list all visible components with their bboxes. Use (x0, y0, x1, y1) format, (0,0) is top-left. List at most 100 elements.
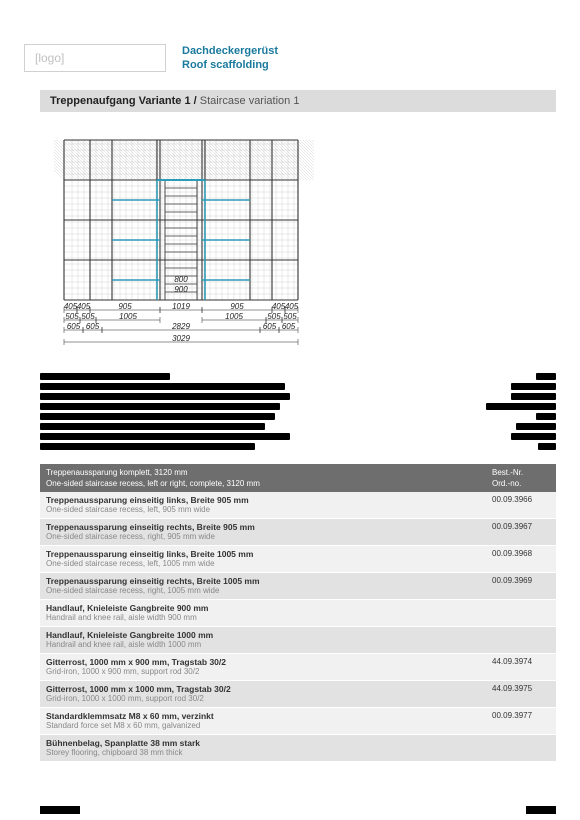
redacted-bar (40, 443, 255, 450)
cell-desc: Bühnenbelag, Spanplatte 38 mm starkStore… (40, 735, 486, 762)
svg-text:605: 605 (263, 322, 277, 331)
cell-ord: 00.09.3967 (486, 519, 556, 546)
svg-text:800: 800 (174, 275, 188, 284)
svg-text:405: 405 (272, 302, 286, 311)
redacted-bar (40, 403, 280, 410)
redacted-row (40, 423, 556, 430)
cell-ord (486, 627, 556, 654)
desc-en: Storey flooring, chipboard 38 mm thick (46, 748, 480, 758)
redacted-row (40, 403, 556, 410)
svg-text:605: 605 (86, 322, 100, 331)
table-row: Gitterrost, 1000 mm x 900 mm, Tragstab 3… (40, 654, 556, 681)
table-header-ord: Best.-Nr. Ord.-no. (486, 464, 556, 492)
svg-text:905: 905 (230, 302, 244, 311)
table-row: Gitterrost, 1000 mm x 1000 mm, Tragstab … (40, 681, 556, 708)
redacted-bar (40, 413, 275, 420)
th-ord-en: Ord.-no. (492, 479, 521, 488)
desc-de: Standardklemmsatz M8 x 60 mm, verzinkt (46, 711, 480, 721)
table-row: Treppenaussparung einseitig rechts, Brei… (40, 519, 556, 546)
brand-logo-box: [logo] (24, 44, 166, 72)
cell-desc: Treppenaussparung einseitig links, Breit… (40, 492, 486, 519)
redacted-bar (486, 403, 556, 410)
redacted-bar (40, 393, 290, 400)
desc-de: Gitterrost, 1000 mm x 1000 mm, Tragstab … (46, 684, 480, 694)
desc-en: One-sided staircase recess, right, 905 m… (46, 532, 480, 542)
desc-de: Treppenaussparung einseitig rechts, Brei… (46, 522, 480, 532)
cell-ord: 00.09.3977 (486, 708, 556, 735)
svg-text:505: 505 (283, 312, 297, 321)
cell-ord: 00.09.3968 (486, 546, 556, 573)
svg-text:505: 505 (81, 312, 95, 321)
cell-desc: Treppenaussparung einseitig links, Breit… (40, 546, 486, 573)
redacted-row (40, 443, 556, 450)
svg-text:1019: 1019 (172, 302, 190, 311)
redacted-bar (40, 383, 285, 390)
section-title-en: Staircase variation 1 (200, 95, 300, 107)
section-title-de: Treppenaufgang Variante 1 / (50, 95, 197, 107)
cell-desc: Treppenaussparung einseitig rechts, Brei… (40, 519, 486, 546)
svg-text:505: 505 (65, 312, 79, 321)
table-row: Bühnenbelag, Spanplatte 38 mm starkStore… (40, 735, 556, 762)
svg-text:1005: 1005 (119, 312, 137, 321)
footer (0, 806, 580, 814)
desc-en: Handrail and knee rail, aisle width 1000… (46, 640, 480, 650)
table-row: Treppenaussparung einseitig links, Breit… (40, 492, 556, 519)
cell-ord (486, 600, 556, 627)
svg-text:905: 905 (118, 302, 132, 311)
footer-bar-left (40, 806, 80, 814)
table-row: Handlauf, Knieleiste Gangbreite 900 mmHa… (40, 600, 556, 627)
cell-desc: Gitterrost, 1000 mm x 1000 mm, Tragstab … (40, 681, 486, 708)
desc-en: One-sided staircase recess, right, 1005 … (46, 586, 480, 596)
desc-de: Treppenaussparung einseitig links, Breit… (46, 549, 480, 559)
desc-en: Handrail and knee rail, aisle width 900 … (46, 613, 480, 623)
desc-en: One-sided staircase recess, left, 1005 m… (46, 559, 480, 569)
redacted-bar (536, 373, 556, 380)
svg-text:1005: 1005 (225, 312, 243, 321)
redacted-bar (511, 393, 556, 400)
svg-text:405: 405 (64, 302, 78, 311)
desc-de: Handlauf, Knieleiste Gangbreite 900 mm (46, 603, 480, 613)
cell-desc: Handlauf, Knieleiste Gangbreite 1000 mmH… (40, 627, 486, 654)
cell-ord (486, 735, 556, 762)
table-row: Handlauf, Knieleiste Gangbreite 1000 mmH… (40, 627, 556, 654)
desc-de: Treppenaussparung einseitig rechts, Brei… (46, 576, 480, 586)
redacted-row (40, 413, 556, 420)
table-header-row: Treppenaussparung komplett, 3120 mm One-… (40, 464, 556, 492)
th-ord-de: Best.-Nr. (492, 468, 523, 477)
cell-ord: 00.09.3969 (486, 573, 556, 600)
header-title-en: Roof scaffolding (182, 58, 278, 72)
desc-en: Standard force set M8 x 60 mm, galvanize… (46, 721, 480, 731)
th-de: Treppenaussparung komplett, 3120 mm (46, 468, 188, 477)
parts-tbody: Treppenaussparung einseitig links, Breit… (40, 492, 556, 762)
redacted-bar (538, 443, 556, 450)
desc-en: Grid-iron, 1000 x 900 mm, support rod 30… (46, 667, 480, 677)
diagram-svg: 8009004054059051019905405405505505100510… (54, 136, 314, 352)
redacted-bar (40, 423, 265, 430)
svg-text:2829: 2829 (171, 322, 190, 331)
cell-desc: Handlauf, Knieleiste Gangbreite 900 mmHa… (40, 600, 486, 627)
desc-de: Handlauf, Knieleiste Gangbreite 1000 mm (46, 630, 480, 640)
table-header-desc: Treppenaussparung komplett, 3120 mm One-… (40, 464, 486, 492)
header: [logo] Dachdeckergerüst Roof scaffolding (0, 0, 580, 80)
table-row: Treppenaussparung einseitig links, Breit… (40, 546, 556, 573)
parts-table-wrap: Treppenaussparung komplett, 3120 mm One-… (40, 464, 556, 762)
desc-en: One-sided staircase recess, left, 905 mm… (46, 505, 480, 515)
svg-text:405: 405 (77, 302, 91, 311)
scaffold-diagram: 8009004054059051019905405405505505100510… (54, 136, 580, 355)
cell-ord: 44.09.3975 (486, 681, 556, 708)
svg-text:900: 900 (174, 285, 188, 294)
desc-de: Bühnenbelag, Spanplatte 38 mm stark (46, 738, 480, 748)
redacted-row (40, 433, 556, 440)
cell-desc: Gitterrost, 1000 mm x 900 mm, Tragstab 3… (40, 654, 486, 681)
desc-de: Gitterrost, 1000 mm x 900 mm, Tragstab 3… (46, 657, 480, 667)
cell-ord: 00.09.3966 (486, 492, 556, 519)
svg-text:605: 605 (67, 322, 81, 331)
svg-text:605: 605 (282, 322, 296, 331)
section-bar: Treppenaufgang Variante 1 / Staircase va… (40, 90, 556, 112)
svg-text:405: 405 (285, 302, 299, 311)
redacted-row (40, 383, 556, 390)
redacted-text-block (40, 373, 556, 450)
redacted-bar (511, 433, 556, 440)
desc-en: Grid-iron, 1000 x 1000 mm, support rod 3… (46, 694, 480, 704)
redacted-bar (516, 423, 556, 430)
